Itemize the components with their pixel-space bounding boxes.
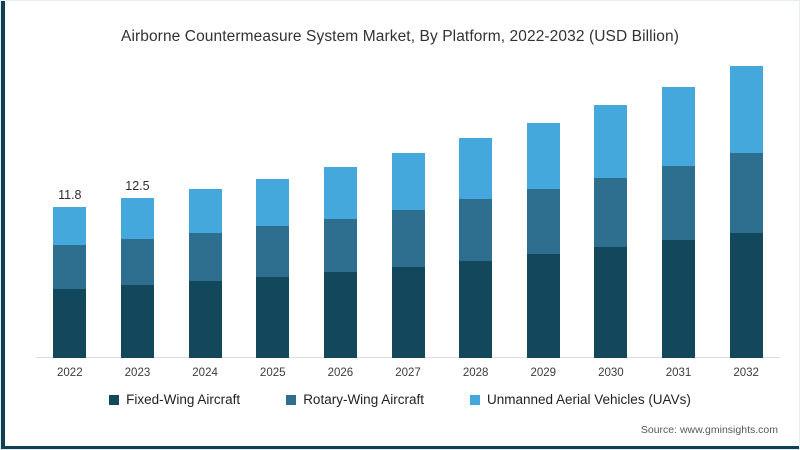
legend-swatch-rotary-wing [286, 394, 297, 405]
bar-group[interactable]: 2024 [188, 189, 222, 379]
stacked-bar[interactable]: 2024 [188, 189, 222, 379]
bar-group[interactable]: 2028 [459, 137, 493, 379]
bar-segment[interactable] [120, 238, 154, 286]
bar-segment[interactable] [256, 226, 290, 278]
bar-group[interactable]: 12.5 2023 [120, 179, 154, 379]
bar-segment[interactable] [120, 285, 154, 358]
x-axis-tick-label: 2028 [462, 367, 489, 379]
stacked-bar[interactable]: 2031 [662, 86, 696, 379]
legend-item-label: Rotary-Wing Aircraft [303, 392, 424, 407]
left-accent-border [0, 0, 5, 450]
bar-group[interactable]: 2030 [594, 104, 628, 379]
x-axis-tick-label: 2029 [530, 367, 557, 379]
bar-segment[interactable] [594, 246, 628, 358]
stacked-bar[interactable]: 2029 [526, 122, 560, 379]
bar-segment[interactable] [256, 277, 290, 358]
bar-segment[interactable] [188, 232, 222, 282]
bar-segment[interactable] [459, 137, 493, 200]
bar-segment[interactable] [53, 206, 87, 246]
legend-item-label: Unmanned Aerial Vehicles (UAVs) [486, 392, 691, 407]
bar-segment[interactable] [53, 288, 87, 358]
bar-segment[interactable] [729, 66, 763, 154]
legend-item[interactable]: Rotary-Wing Aircraft [286, 392, 424, 407]
x-axis-tick-label: 2031 [665, 367, 692, 379]
stacked-bar[interactable]: 12.5 2023 [120, 179, 154, 379]
bar-segment[interactable] [662, 166, 696, 241]
bottom-accent-border [0, 446, 800, 450]
bar-value-label: 11.8 [58, 187, 82, 202]
x-axis-tick-label: 2023 [124, 367, 151, 379]
bar-segment[interactable] [391, 153, 425, 210]
bar-segment[interactable] [459, 199, 493, 261]
bar-segment[interactable] [662, 86, 696, 167]
bar-segment[interactable] [526, 122, 560, 190]
chart-legend: Fixed-Wing Aircraft Rotary-Wing Aircraft U… [0, 392, 800, 407]
stacked-bar[interactable]: 2027 [391, 153, 425, 379]
bar-segment[interactable] [729, 232, 763, 358]
plot-area: 11.8 2022 12.5 2023 2024 2025 2026 2027 2028 2029… [36, 66, 780, 379]
bar-segment[interactable] [188, 189, 222, 233]
bar-group[interactable]: 2027 [391, 153, 425, 379]
bar-segment[interactable] [662, 240, 696, 358]
x-axis-tick-label: 2030 [598, 367, 624, 379]
bar-segment[interactable] [459, 260, 493, 358]
bar-segment[interactable] [594, 177, 628, 247]
x-axis-tick-label: 2022 [57, 367, 83, 379]
stacked-bar[interactable]: 2025 [256, 178, 290, 379]
bar-value-label: 12.5 [125, 179, 150, 193]
x-axis-tick-label: 2024 [192, 367, 218, 379]
bar-group[interactable]: 2026 [323, 167, 357, 379]
chart-title: Airborne Countermeasure System Market, B… [121, 28, 679, 45]
legend-item[interactable]: Fixed-Wing Aircraft [109, 392, 240, 407]
stacked-bar[interactable]: 2032 [729, 66, 763, 379]
legend-item[interactable]: Unmanned Aerial Vehicles (UAVs) [469, 392, 691, 407]
bar-group[interactable]: 2025 [256, 178, 290, 379]
stacked-bar[interactable]: 2028 [459, 137, 493, 379]
x-axis-tick-label: 2026 [327, 367, 354, 379]
bar-segment[interactable] [323, 218, 357, 273]
legend-swatch-fixed-wing [109, 394, 120, 405]
bar-segment[interactable] [526, 254, 560, 358]
bar-group[interactable]: 11.8 2022 [53, 188, 87, 379]
x-axis-tick-label: 2027 [395, 367, 421, 379]
stacked-bar[interactable]: 2026 [323, 167, 357, 379]
legend-item-label: Fixed-Wing Aircraft [126, 392, 241, 407]
bar-segment[interactable] [729, 153, 763, 233]
bar-segment[interactable] [594, 104, 628, 178]
bar-segment[interactable] [256, 178, 290, 227]
bar-segment[interactable] [323, 272, 357, 358]
bar-segment[interactable] [323, 167, 357, 219]
stacked-bar[interactable]: 11.8 2022 [53, 188, 87, 379]
bar-segment[interactable] [120, 198, 154, 239]
bar-group[interactable]: 2032 [729, 66, 763, 379]
bar-segment[interactable] [391, 267, 425, 358]
bar-group[interactable]: 2029 [526, 122, 560, 379]
bar-segment[interactable] [391, 209, 425, 268]
bar-segment[interactable] [526, 189, 560, 255]
source-attribution: Source: www.gminsights.com [640, 424, 778, 436]
legend-swatch-uav [469, 394, 480, 405]
bar-segment[interactable] [53, 245, 87, 289]
stacked-bar[interactable]: 2030 [594, 104, 628, 379]
bar-segment[interactable] [188, 281, 222, 358]
x-axis-tick-label: 2025 [259, 367, 286, 379]
bar-group[interactable]: 2031 [662, 86, 696, 379]
x-axis-tick-label: 2032 [733, 367, 759, 379]
